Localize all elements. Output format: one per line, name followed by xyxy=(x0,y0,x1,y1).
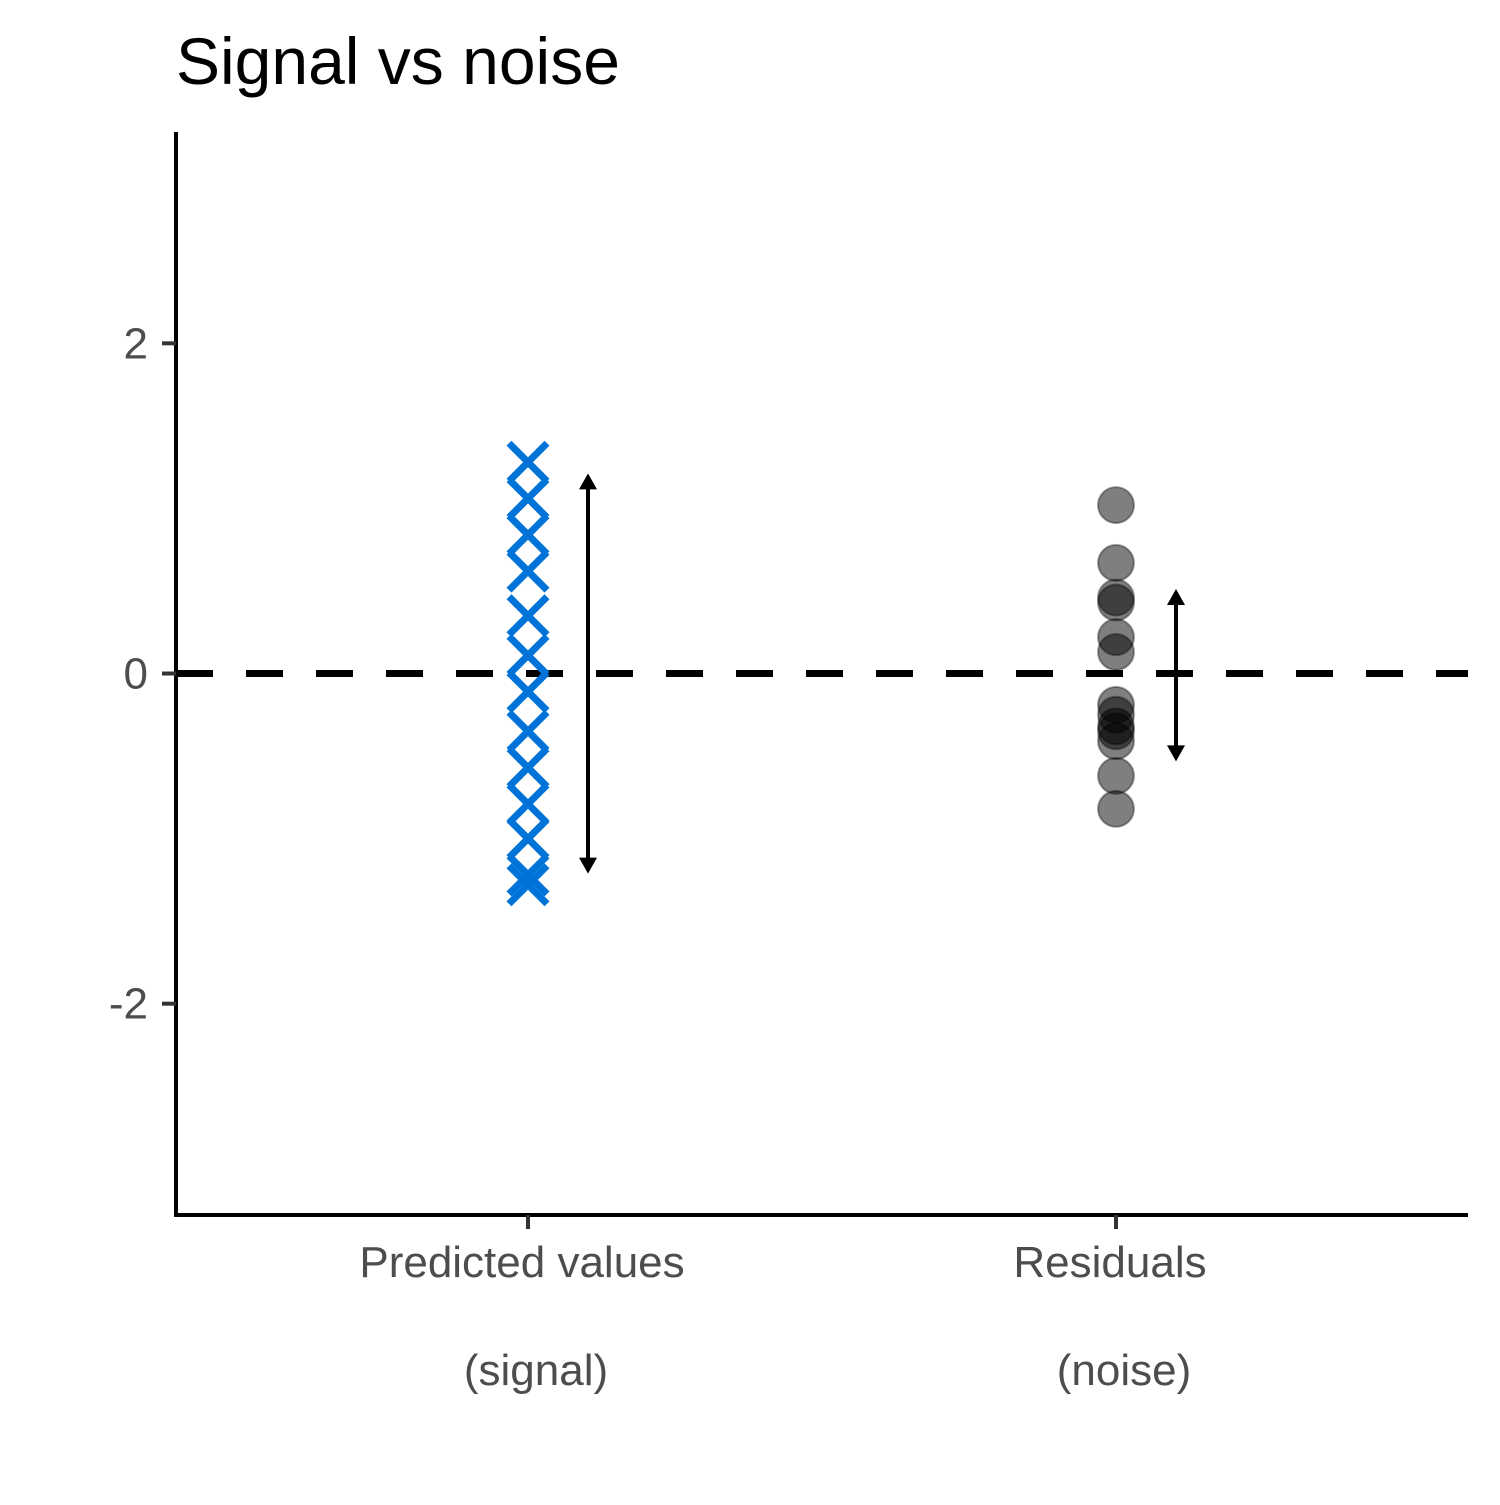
data-point-circle xyxy=(1097,722,1135,761)
data-point-circle xyxy=(1097,583,1135,622)
data-point-x-marker xyxy=(506,670,550,714)
data-point-x-marker xyxy=(506,440,550,484)
data-point-x-marker xyxy=(506,817,550,861)
spread-arrow xyxy=(579,473,597,874)
data-point-circle xyxy=(1097,486,1135,525)
ticks-layer: -2 0 2 Predicted values (signal) Residuals (no… xyxy=(109,319,1207,1395)
spread-arrow-head-bottom xyxy=(1167,745,1185,762)
spread-arrow-head-top xyxy=(579,473,597,490)
x-category-label: Predicted values xyxy=(359,1238,684,1287)
data-point-circle xyxy=(1097,789,1135,828)
x-category-sublabel: (signal) xyxy=(464,1346,608,1395)
x-category-label: Residuals xyxy=(1013,1238,1206,1287)
data-point-x-marker xyxy=(506,594,550,638)
y-tick-label: 2 xyxy=(124,319,148,368)
data-point-x-marker xyxy=(506,633,550,677)
data-point-x-marker xyxy=(506,746,550,790)
data-point-circle xyxy=(1097,756,1135,795)
data-point-x-marker xyxy=(506,549,550,593)
series-2 xyxy=(1097,486,1135,828)
spread-arrow xyxy=(1167,588,1185,762)
series-1 xyxy=(506,440,550,907)
spread-arrow-head-bottom xyxy=(579,857,597,874)
x-category-sublabel: (noise) xyxy=(1057,1346,1192,1395)
data-point-circle xyxy=(1097,543,1135,582)
y-tick-label: 0 xyxy=(124,650,148,699)
data-point-x-marker xyxy=(506,863,550,907)
chart-title: Signal vs noise xyxy=(176,24,620,98)
data-point-x-marker xyxy=(506,782,550,826)
data-point-x-marker xyxy=(506,477,550,520)
spread-arrow-head-top xyxy=(1167,588,1185,605)
data-point-x-marker xyxy=(506,853,550,897)
y-tick-label: -2 xyxy=(109,980,148,1029)
marks-layer xyxy=(506,440,1185,907)
data-point-circle xyxy=(1097,633,1135,672)
data-point-x-marker xyxy=(506,709,550,753)
data-point-x-marker xyxy=(506,513,550,557)
